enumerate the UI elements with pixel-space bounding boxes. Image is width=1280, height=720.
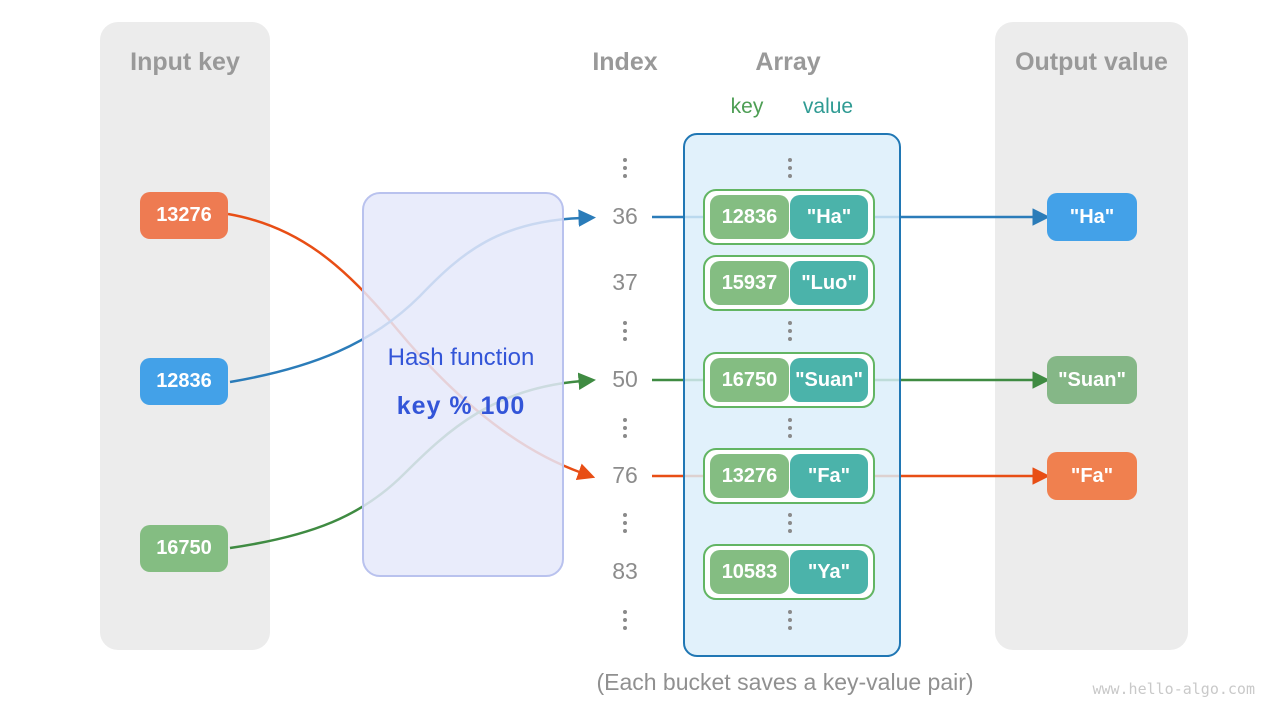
input-key-16750: 16750 bbox=[140, 525, 228, 572]
ellipsis-icon bbox=[615, 321, 635, 341]
diagram-caption: (Each bucket saves a key-value pair) bbox=[596, 669, 974, 695]
index-50: 50 bbox=[612, 366, 638, 392]
bucket-row: 12836 "Ha" bbox=[703, 189, 875, 245]
output-value-panel bbox=[995, 22, 1188, 650]
index-76: 76 bbox=[612, 462, 638, 488]
bucket-key: 16750 bbox=[710, 358, 789, 402]
ellipsis-icon bbox=[615, 610, 635, 630]
bucket-value: "Luo" bbox=[790, 261, 868, 305]
bucket-value: "Fa" bbox=[790, 454, 868, 498]
ellipsis-icon bbox=[780, 610, 800, 630]
bucket-value: "Suan" bbox=[790, 358, 868, 402]
array-header: Array bbox=[755, 48, 821, 76]
bucket-row: 13276 "Fa" bbox=[703, 448, 875, 504]
index-83: 83 bbox=[612, 558, 638, 584]
output-value-fa: "Fa" bbox=[1047, 452, 1137, 500]
ellipsis-icon bbox=[780, 513, 800, 533]
watermark: www.hello-algo.com bbox=[1092, 680, 1255, 698]
bucket-key: 13276 bbox=[710, 454, 789, 498]
hash-function-box bbox=[362, 192, 564, 577]
ellipsis-icon bbox=[780, 321, 800, 341]
key-column-label: key bbox=[730, 95, 764, 118]
index-37: 37 bbox=[612, 269, 638, 295]
bucket-key: 15937 bbox=[710, 261, 789, 305]
hash-function-formula: key % 100 bbox=[396, 392, 526, 420]
ellipsis-icon bbox=[780, 418, 800, 438]
bucket-row: 10583 "Ya" bbox=[703, 544, 875, 600]
input-key-12836: 12836 bbox=[140, 358, 228, 405]
ellipsis-icon bbox=[615, 158, 635, 178]
output-value-suan: "Suan" bbox=[1047, 356, 1137, 404]
input-panel-title: Input key bbox=[130, 48, 240, 76]
bucket-row: 15937 "Luo" bbox=[703, 255, 875, 311]
output-value-ha: "Ha" bbox=[1047, 193, 1137, 241]
input-key-13276: 13276 bbox=[140, 192, 228, 239]
bucket-row: 16750 "Suan" bbox=[703, 352, 875, 408]
hash-function-name: Hash function bbox=[387, 344, 535, 371]
bucket-key: 12836 bbox=[710, 195, 789, 239]
bucket-value: "Ha" bbox=[790, 195, 868, 239]
ellipsis-icon bbox=[780, 158, 800, 178]
bucket-value: "Ya" bbox=[790, 550, 868, 594]
index-36: 36 bbox=[612, 203, 638, 229]
ellipsis-icon bbox=[615, 418, 635, 438]
index-header: Index bbox=[592, 48, 658, 76]
bucket-key: 10583 bbox=[710, 550, 789, 594]
ellipsis-icon bbox=[615, 513, 635, 533]
value-column-label: value bbox=[802, 95, 854, 118]
output-panel-title: Output value bbox=[1015, 48, 1168, 76]
